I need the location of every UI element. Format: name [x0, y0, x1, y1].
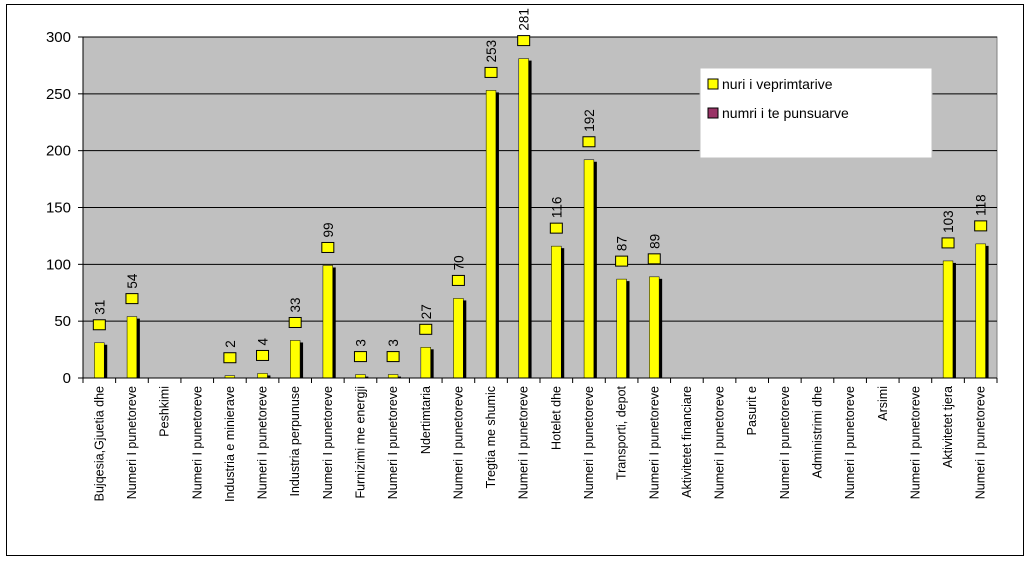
- x-tick-label: Hotelet dhe: [549, 386, 563, 450]
- bar: [975, 243, 986, 379]
- value-marker: [615, 255, 629, 267]
- y-tick-label: 0: [63, 370, 71, 387]
- legend-label: nuri i veprimtarive: [722, 76, 833, 92]
- data-label: 70: [451, 255, 466, 270]
- value-marker: [288, 316, 302, 328]
- data-label: 87: [615, 236, 630, 251]
- x-tick-label: Furnizimi me energji: [353, 386, 367, 499]
- x-tick-label: Aktivitetet tjera: [941, 386, 955, 468]
- bar: [290, 340, 301, 379]
- bar: [551, 245, 562, 379]
- bar: [257, 373, 268, 379]
- bar: [942, 260, 954, 379]
- value-marker: [974, 220, 988, 232]
- value-marker: [647, 253, 661, 265]
- bar: [322, 265, 333, 379]
- x-tick-label: Numeri I punetoreve: [451, 386, 465, 499]
- x-tick-label: Bujqesia,Gjuetia dhe: [92, 386, 106, 501]
- x-tick-label: Numeri I punetoreve: [713, 386, 727, 499]
- x-tick-label: Numeri I punetoreve: [386, 386, 400, 499]
- x-tick-label: Numeri I punetoreve: [256, 386, 270, 499]
- x-tick-label: Tregtia me shumic: [484, 386, 498, 488]
- value-marker: [582, 136, 596, 148]
- value-marker: [256, 349, 270, 361]
- x-tick-label: Numeri I punetoreve: [778, 386, 792, 499]
- data-label: 116: [549, 197, 564, 219]
- x-tick-label: Transporti, depot: [615, 385, 629, 480]
- data-label: 253: [484, 40, 499, 63]
- x-tick-label: Pasurit e: [745, 386, 759, 435]
- data-label: 3: [353, 339, 368, 347]
- bar: [583, 159, 595, 379]
- value-marker: [125, 293, 139, 305]
- data-label: 192: [582, 109, 597, 132]
- value-marker: [321, 241, 335, 253]
- x-tick-label: Industria e minierave: [223, 386, 237, 502]
- x-tick-label: Numeri I punetoreve: [647, 386, 661, 499]
- y-tick-label: 250: [46, 86, 71, 103]
- x-tick-label: Arsimi: [876, 386, 890, 421]
- data-label: 27: [419, 304, 434, 319]
- bar: [126, 316, 138, 379]
- x-tick-label: Numeri I punetoreve: [190, 386, 204, 499]
- x-tick-label: Numeri I punetoreve: [974, 386, 988, 499]
- legend-label: numri i te punsuarve: [722, 105, 849, 121]
- legend-swatch: [707, 107, 719, 119]
- value-marker: [517, 35, 531, 47]
- x-tick-label: Numeri I punetoreve: [125, 386, 139, 499]
- value-marker: [419, 323, 433, 335]
- legend-swatch: [707, 78, 719, 90]
- data-label: 4: [256, 337, 271, 345]
- x-tick-label: Numeri I punetoreve: [517, 386, 531, 499]
- bar: [94, 342, 105, 379]
- value-marker: [353, 351, 367, 363]
- x-axis: Bujqesia,Gjuetia dhe Numeri I punetoreve P…: [82, 377, 998, 502]
- bar: [649, 276, 660, 379]
- value-marker: [484, 66, 498, 78]
- legend: nuri i veprimtarive numri i te punsuarve: [699, 67, 933, 159]
- bar: [485, 90, 497, 379]
- data-label: 31: [92, 300, 107, 315]
- data-label: 33: [288, 297, 303, 312]
- x-tick-label: Numeri I punetoreve: [321, 386, 335, 499]
- y-tick-label: 50: [54, 313, 71, 330]
- data-label: 103: [941, 210, 956, 233]
- y-tick-label: 200: [46, 143, 71, 160]
- value-marker: [941, 237, 955, 249]
- legend-box: [699, 67, 933, 159]
- bar: [420, 347, 431, 379]
- y-tick-label: 150: [46, 200, 71, 217]
- x-tick-label: Administrimi dhe: [810, 386, 824, 478]
- value-marker: [386, 351, 400, 363]
- value-marker: [451, 274, 465, 286]
- bar: [387, 374, 399, 379]
- data-label: 2: [223, 340, 238, 348]
- bar: [355, 374, 366, 379]
- x-tick-label: Ndertimtaria: [419, 386, 433, 454]
- x-tick-label: Numeri I punetoreve: [843, 386, 857, 499]
- data-label: 118: [974, 194, 989, 216]
- y-tick-label: 100: [46, 256, 71, 273]
- value-marker: [549, 222, 563, 234]
- bar: [616, 278, 627, 379]
- data-label: 99: [321, 222, 336, 237]
- x-tick-label: Numeri I punetoreve: [582, 386, 596, 499]
- y-axis: 0 50 100 150 200 250 300: [46, 29, 84, 387]
- value-marker: [223, 352, 237, 364]
- data-label: 89: [647, 234, 662, 249]
- x-tick-label: Peshkimi: [158, 386, 172, 437]
- data-label: 54: [125, 273, 140, 289]
- x-tick-label: Aktivitetet financiare: [680, 386, 694, 498]
- x-tick-label: Numeri I punetoreve: [908, 386, 922, 499]
- y-tick-label: 300: [46, 29, 71, 46]
- data-label: 3: [386, 339, 401, 347]
- x-tick-label: Industria perpunuse: [288, 386, 302, 497]
- value-marker: [92, 319, 106, 331]
- data-label: 281: [517, 8, 532, 31]
- bar: [518, 58, 529, 379]
- bar: [453, 298, 464, 379]
